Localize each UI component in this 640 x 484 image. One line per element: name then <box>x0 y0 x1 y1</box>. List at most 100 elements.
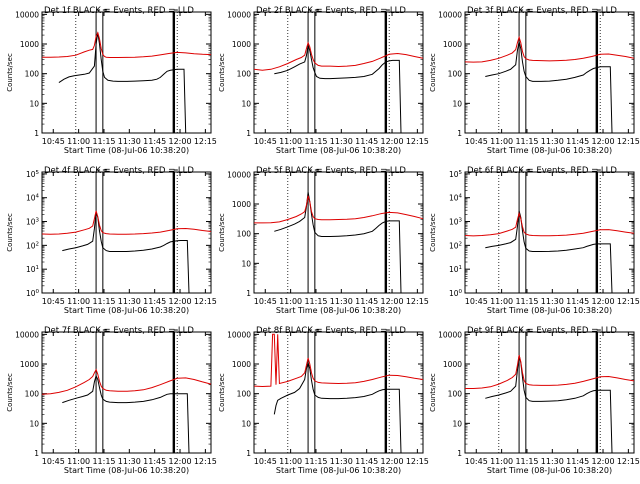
detector-panel-7: 10:45 11:00 11:15 11:30 11:45 12:00 12:15 1 10 10… <box>6 326 217 475</box>
y-tick-label: 10 <box>452 99 462 108</box>
x-tick-label: 11:15 <box>304 297 327 306</box>
series-line-events <box>273 361 402 454</box>
x-tick-label: 11:15 <box>515 457 538 466</box>
series-line-lld <box>41 210 212 235</box>
y-tick-label: 10000 <box>438 10 462 19</box>
series-line-events <box>485 210 613 294</box>
y-tick-exponent: 1 <box>36 265 40 271</box>
y-tick-label: 1 <box>34 449 39 458</box>
x-tick-label: 12:15 <box>406 137 429 146</box>
y-tick-exponent: 5 <box>459 170 463 176</box>
series-line-lld <box>41 368 212 395</box>
y-tick-exponent: 5 <box>36 170 40 176</box>
x-tick-label: 12:00 <box>591 457 614 466</box>
y-tick-label: 10000 <box>227 10 251 19</box>
x-axis-label: Start Time (08-Jul-06 10:38:20) <box>487 146 612 155</box>
y-tick-label: 105 <box>26 170 40 179</box>
x-tick-label: 10:45 <box>254 457 277 466</box>
y-tick-label: 1 <box>246 289 251 298</box>
detector-panel-5: 10:45 11:00 11:15 11:30 11:45 12:00 12:15 1 10 10… <box>218 166 429 315</box>
y-tick-label: 1 <box>457 129 462 138</box>
y-tick-label: 10 <box>241 419 251 428</box>
x-tick-label: 11:00 <box>67 457 90 466</box>
x-tick-label: 12:00 <box>168 297 191 306</box>
x-tick-label: 12:15 <box>194 137 217 146</box>
panel-title: Det 3f BLACK = Events, RED = LLD <box>467 6 617 16</box>
plot-frame <box>464 331 635 454</box>
plot-frame <box>253 11 424 134</box>
y-tick-label: 10 <box>29 419 39 428</box>
series-line-lld <box>253 333 424 388</box>
x-axis-label: Start Time (08-Jul-06 10:38:20) <box>487 306 612 315</box>
y-tick-label: 100 <box>26 289 40 298</box>
detector-panel-2: 10:45 11:00 11:15 11:30 11:45 12:00 12:15 1 10 10… <box>218 6 429 155</box>
panel-title: Det 5f BLACK = Events, RED = LLD <box>256 166 406 176</box>
x-tick-label: 12:15 <box>406 457 429 466</box>
x-tick-label: 11:15 <box>304 137 327 146</box>
x-axis-label: Start Time (08-Jul-06 10:38:20) <box>276 306 401 315</box>
x-tick-label: 12:00 <box>591 137 614 146</box>
detector-panel-6: 10:45 11:00 11:15 11:30 11:45 12:00 12:1510010… <box>429 166 640 315</box>
y-tick-label: 10 <box>29 99 39 108</box>
y-tick-label: 100 <box>25 390 40 399</box>
y-tick-label: 100 <box>449 289 463 298</box>
y-tick-label: 10000 <box>227 330 251 339</box>
series-line-events <box>62 211 190 294</box>
x-tick-label: 10:45 <box>465 457 488 466</box>
plot-frame <box>41 331 212 454</box>
panel-title: Det 6f BLACK = Events, RED = LLD <box>467 166 617 176</box>
x-tick-label: 10:45 <box>42 137 65 146</box>
x-tick-label: 11:45 <box>566 457 589 466</box>
y-tick-label: 104 <box>449 194 463 203</box>
x-tick-label: 11:15 <box>515 137 538 146</box>
y-axis-label: Counts/sec <box>218 213 226 252</box>
panel-title: Det 9f BLACK = Events, RED = LLD <box>467 326 617 336</box>
y-tick-label: 101 <box>26 265 39 274</box>
x-axis-label: Start Time (08-Jul-06 10:38:20) <box>64 466 189 475</box>
x-tick-label: 12:15 <box>617 297 640 306</box>
x-tick-label: 11:45 <box>566 137 589 146</box>
x-tick-label: 10:45 <box>254 297 277 306</box>
series-line-events <box>58 32 187 134</box>
y-tick-label: 100 <box>448 390 463 399</box>
x-tick-label: 11:45 <box>355 137 378 146</box>
y-tick-label: 104 <box>26 194 40 203</box>
series-line-events <box>274 45 402 134</box>
x-tick-label: 11:00 <box>279 137 302 146</box>
y-tick-exponent: 4 <box>36 194 40 200</box>
y-tick-label: 1 <box>34 129 39 138</box>
y-axis-label: Counts/sec <box>6 373 14 412</box>
x-tick-label: 11:45 <box>143 137 166 146</box>
x-tick-label: 11:00 <box>490 137 513 146</box>
x-tick-label: 11:15 <box>92 297 115 306</box>
y-tick-label: 1000 <box>232 200 251 209</box>
y-tick-label: 100 <box>448 70 463 79</box>
x-tick-label: 11:45 <box>355 297 378 306</box>
y-tick-label: 10000 <box>15 10 39 19</box>
series-line-events <box>62 374 190 454</box>
x-tick-label: 12:00 <box>380 137 403 146</box>
x-tick-label: 11:15 <box>304 457 327 466</box>
x-tick-label: 10:45 <box>42 457 65 466</box>
y-axis-label: Counts/sec <box>429 53 437 92</box>
x-tick-label: 10:45 <box>465 297 488 306</box>
detector-panel-3: 10:45 11:00 11:15 11:30 11:45 12:00 12:15 1 10 10… <box>429 6 640 155</box>
y-tick-exponent: 2 <box>459 241 463 247</box>
y-tick-label: 1 <box>246 449 251 458</box>
x-tick-label: 11:15 <box>92 457 115 466</box>
y-tick-label: 103 <box>449 218 463 227</box>
x-tick-label: 11:30 <box>118 457 141 466</box>
x-tick-label: 10:45 <box>465 137 488 146</box>
x-tick-label: 12:15 <box>194 457 217 466</box>
y-tick-label: 100 <box>237 70 252 79</box>
detector-panel-8: 10:45 11:00 11:15 11:30 11:45 12:00 12:15 1 10 10… <box>218 326 429 475</box>
x-tick-label: 11:00 <box>279 457 302 466</box>
detector-panel-4: 10:45 11:00 11:15 11:30 11:45 12:00 12:1510010… <box>6 166 217 315</box>
x-tick-label: 11:45 <box>355 457 378 466</box>
panel-title: Det 4f BLACK = Events, RED = LLD <box>44 166 194 176</box>
y-tick-label: 101 <box>449 265 462 274</box>
x-axis-label: Start Time (08-Jul-06 10:38:20) <box>276 146 401 155</box>
y-tick-exponent: 3 <box>459 218 463 224</box>
x-tick-label: 12:15 <box>194 297 217 306</box>
